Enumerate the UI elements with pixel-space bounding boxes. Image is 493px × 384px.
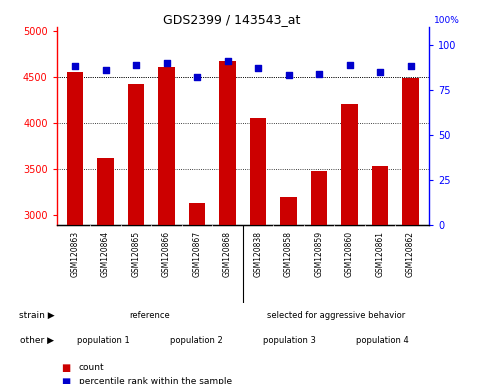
Text: GSM120867: GSM120867	[193, 231, 202, 277]
Point	[71, 63, 79, 70]
Text: GSM120864: GSM120864	[101, 231, 110, 277]
Text: GSM120858: GSM120858	[284, 231, 293, 277]
Bar	[372, 166, 388, 225]
Text: count: count	[79, 363, 105, 372]
Text: selected for aggressive behavior: selected for aggressive behavior	[267, 311, 405, 320]
Text: GSM120862: GSM120862	[406, 231, 415, 277]
Bar	[189, 204, 206, 225]
Text: strain ▶: strain ▶	[19, 311, 54, 320]
Bar	[97, 159, 114, 225]
Bar	[280, 197, 297, 225]
Point	[284, 72, 292, 78]
Text: ■: ■	[62, 363, 71, 373]
Text: GSM120863: GSM120863	[70, 231, 79, 277]
Text: 100%: 100%	[434, 16, 459, 25]
Text: GSM120859: GSM120859	[315, 231, 323, 277]
Bar	[402, 78, 419, 225]
Text: GSM120860: GSM120860	[345, 231, 354, 277]
Point	[132, 61, 140, 68]
Point	[193, 74, 201, 80]
Text: GSM120838: GSM120838	[253, 231, 263, 277]
Text: percentile rank within the sample: percentile rank within the sample	[79, 377, 232, 384]
Point	[376, 69, 384, 75]
Point	[346, 61, 353, 68]
Text: GSM120866: GSM120866	[162, 231, 171, 277]
Point	[163, 60, 171, 66]
Text: population 1: population 1	[77, 336, 130, 345]
Text: other ▶: other ▶	[20, 336, 54, 345]
Bar	[311, 171, 327, 225]
Bar	[219, 61, 236, 225]
Text: GSM120861: GSM120861	[376, 231, 385, 277]
Text: population 2: population 2	[170, 336, 223, 345]
Text: GSM120865: GSM120865	[132, 231, 141, 277]
Bar	[67, 72, 83, 225]
Text: population 3: population 3	[263, 336, 316, 345]
Text: reference: reference	[129, 311, 170, 320]
Point	[407, 63, 415, 70]
Point	[102, 67, 109, 73]
Bar	[158, 67, 175, 225]
Bar	[249, 118, 266, 225]
Text: GDS2399 / 143543_at: GDS2399 / 143543_at	[163, 13, 300, 26]
Point	[315, 71, 323, 77]
Point	[224, 58, 232, 64]
Point	[254, 65, 262, 71]
Text: ■: ■	[62, 377, 71, 384]
Text: population 4: population 4	[356, 336, 409, 345]
Bar	[341, 104, 358, 225]
Bar	[128, 84, 144, 225]
Text: GSM120868: GSM120868	[223, 231, 232, 277]
